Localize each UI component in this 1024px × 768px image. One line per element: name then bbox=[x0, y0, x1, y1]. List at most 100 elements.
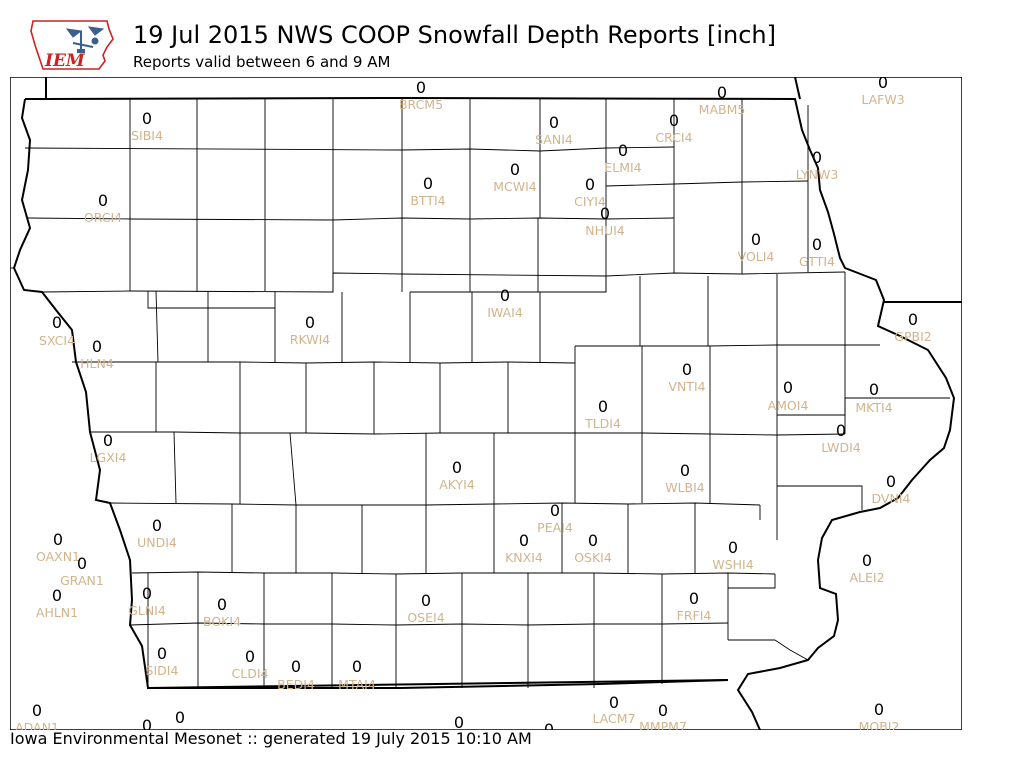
station-value-clipped: 0 bbox=[454, 713, 464, 730]
station-value: 0 bbox=[519, 531, 529, 550]
station-label: LAFW3 bbox=[861, 92, 904, 107]
station-label: CRCI4 bbox=[655, 130, 692, 145]
station-label: LACM7 bbox=[592, 711, 635, 726]
station-label: VNTI4 bbox=[668, 379, 705, 394]
map-title: 19 Jul 2015 NWS COOP Snowfall Depth Repo… bbox=[133, 21, 776, 49]
station-label: WSHI4 bbox=[712, 557, 753, 572]
map-frame bbox=[10, 77, 962, 730]
station-value: 0 bbox=[423, 174, 433, 193]
station-value: 0 bbox=[52, 313, 62, 332]
station-label: GLNI4 bbox=[128, 603, 166, 618]
station-value: 0 bbox=[812, 235, 822, 254]
station-label: OAXN1 bbox=[36, 549, 80, 564]
station-value: 0 bbox=[812, 148, 822, 167]
station-value: 0 bbox=[245, 647, 255, 666]
station-value: 0 bbox=[510, 160, 520, 179]
station-label: NHUI4 bbox=[585, 223, 625, 238]
station-value: 0 bbox=[98, 191, 108, 210]
station-value: 0 bbox=[836, 421, 846, 440]
station-value: 0 bbox=[669, 111, 679, 130]
station-value: 0 bbox=[217, 595, 227, 614]
station-value: 0 bbox=[588, 531, 598, 550]
station-value: 0 bbox=[878, 77, 888, 92]
station-label: RKWI4 bbox=[290, 332, 330, 347]
station-value-clipped: 0 bbox=[175, 708, 185, 727]
station-value: 0 bbox=[728, 538, 738, 557]
station-label: TLDI4 bbox=[584, 416, 621, 431]
station-value: 0 bbox=[689, 589, 699, 608]
station-label: UNDI4 bbox=[137, 535, 177, 550]
station-value: 0 bbox=[152, 516, 162, 535]
station-label: CIYI4 bbox=[574, 194, 606, 209]
station-label: ELMI4 bbox=[604, 160, 641, 175]
station-value: 0 bbox=[53, 530, 63, 549]
snowfall-map: 0 BRCM5 0 LAFW3 0 MABM5 0 SIBI4 0 SANI4 0 CRCI4 0 ELM… bbox=[10, 77, 962, 730]
station-value: 0 bbox=[717, 83, 727, 102]
station-value: 0 bbox=[680, 461, 690, 480]
station-value: 0 bbox=[549, 113, 559, 132]
station-value: 0 bbox=[600, 204, 610, 223]
station-label: HLN4 bbox=[80, 356, 114, 371]
station-value: 0 bbox=[862, 551, 872, 570]
station-label: MOBI2 bbox=[859, 719, 900, 730]
station-label: ORCI4 bbox=[84, 210, 122, 225]
station-label: LWDI4 bbox=[821, 440, 860, 455]
station-label: PEAI4 bbox=[537, 520, 573, 535]
station-value: 0 bbox=[874, 700, 884, 719]
station-value: 0 bbox=[291, 657, 301, 676]
station-label: MTAI4 bbox=[338, 677, 376, 692]
station-label: DVNI4 bbox=[872, 491, 911, 506]
station-label: SIDI4 bbox=[146, 663, 179, 678]
footer-credit: Iowa Environmental Mesonet :: generated … bbox=[10, 729, 532, 748]
station-value: 0 bbox=[305, 313, 315, 332]
station-label: VOLI4 bbox=[738, 249, 775, 264]
station-value: 0 bbox=[142, 109, 152, 128]
station-label: BRCM5 bbox=[399, 97, 443, 112]
station-label: MMPM7 bbox=[639, 719, 687, 730]
station-label: CLDI4 bbox=[232, 666, 269, 681]
station-label: SANI4 bbox=[535, 132, 573, 147]
station-value: 0 bbox=[142, 584, 152, 603]
station-value: 0 bbox=[585, 175, 595, 194]
station-value: 0 bbox=[92, 337, 102, 356]
iowa-border bbox=[25, 77, 956, 730]
station-value: 0 bbox=[352, 657, 362, 676]
iowa-outline-logo bbox=[30, 20, 114, 70]
station-label: SXCI4 bbox=[39, 333, 75, 348]
county-boundaries bbox=[24, 99, 950, 688]
station-label: SIBI4 bbox=[131, 128, 163, 143]
station-value: 0 bbox=[908, 310, 918, 329]
